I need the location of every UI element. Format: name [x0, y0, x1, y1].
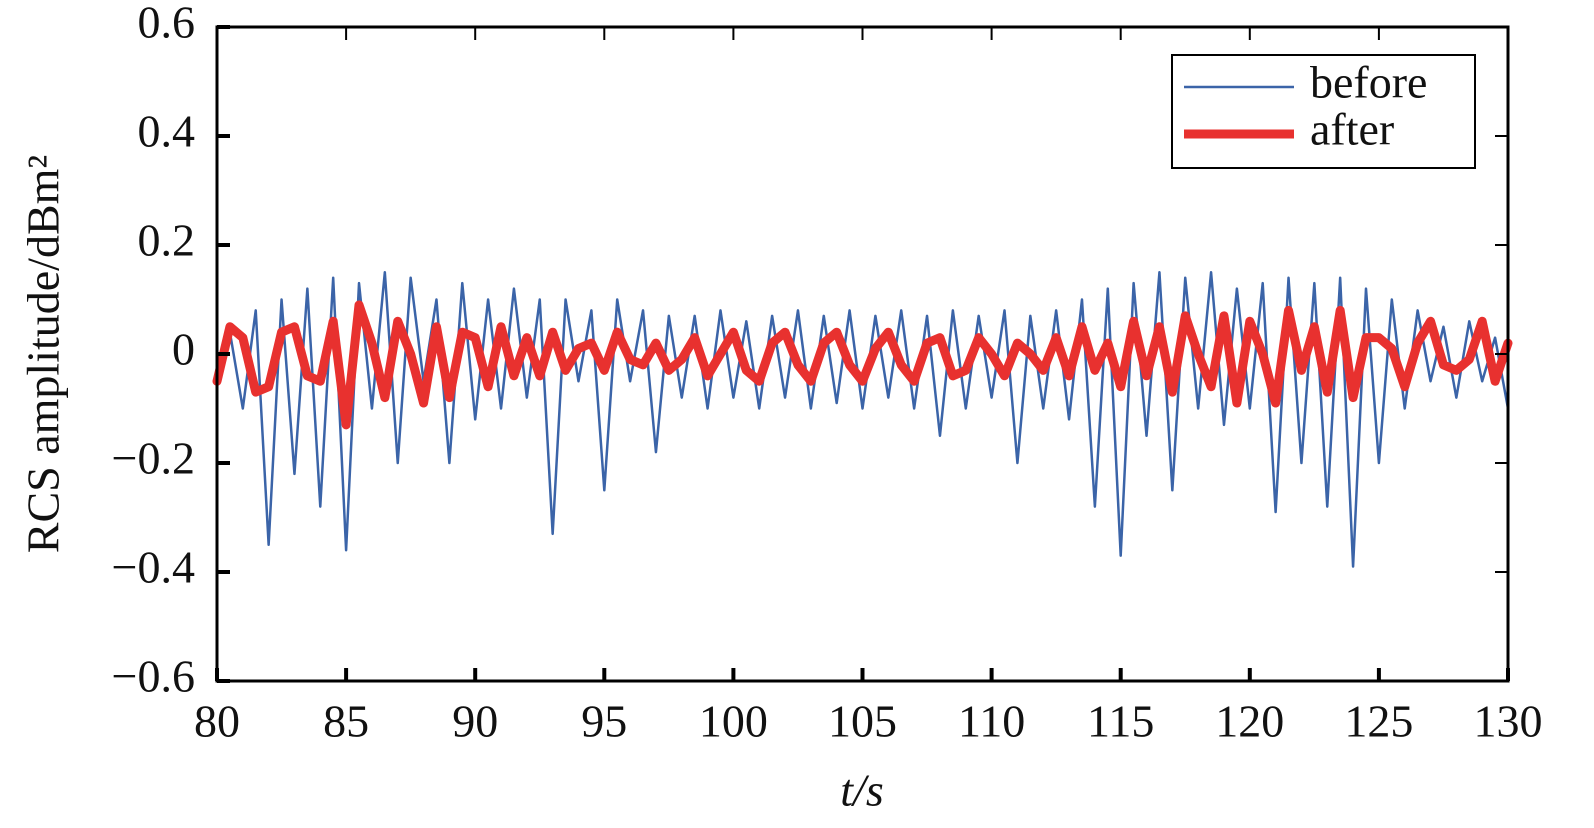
- x-tick-label: 100: [699, 696, 768, 747]
- x-tick-label: 130: [1474, 696, 1543, 747]
- y-tick-label: −0.4: [112, 542, 195, 593]
- x-axis-label: t/s: [840, 765, 883, 816]
- x-tick-label: 105: [828, 696, 897, 747]
- x-tick-label: 80: [194, 696, 240, 747]
- legend-label: after: [1310, 104, 1394, 155]
- y-axis-label: RCS amplitude/dBm²: [18, 155, 69, 553]
- x-tick-label: 125: [1344, 696, 1413, 747]
- y-tick-label: 0: [172, 324, 195, 375]
- data-line: [212, 300, 1513, 430]
- y-tick-label: −0.2: [112, 433, 195, 484]
- legend-box: [1171, 54, 1476, 169]
- x-tick-label: 120: [1215, 696, 1284, 747]
- y-tick-label: 0.4: [138, 106, 196, 157]
- x-tick-label: 90: [452, 696, 498, 747]
- y-tick-label: 0.2: [138, 215, 196, 266]
- x-tick-label: 95: [581, 696, 627, 747]
- x-tick-label: 85: [323, 696, 369, 747]
- x-tick-label: 110: [958, 696, 1025, 747]
- y-tick-label: 0.6: [138, 0, 196, 48]
- legend-label: before: [1310, 57, 1427, 108]
- y-tick-label: −0.6: [112, 651, 195, 702]
- data-line: [215, 271, 1510, 568]
- x-tick-label: 115: [1087, 696, 1154, 747]
